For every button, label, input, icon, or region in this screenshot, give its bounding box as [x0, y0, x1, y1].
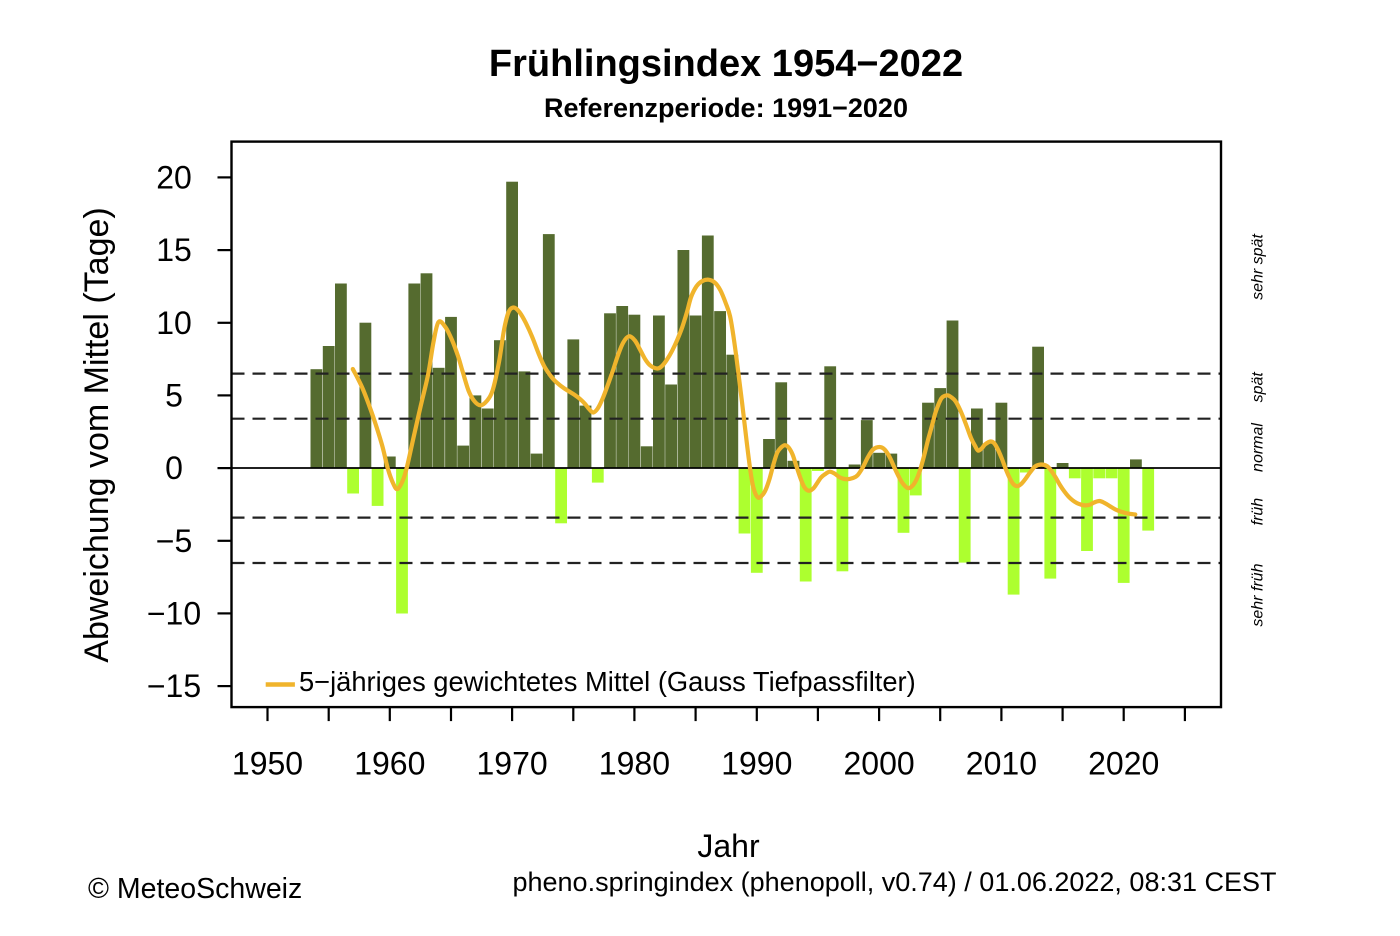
svg-text:15: 15 — [156, 232, 192, 268]
svg-text:20: 20 — [156, 159, 192, 195]
svg-text:sehr früh: sehr früh — [1249, 563, 1266, 626]
svg-text:−10: −10 — [147, 595, 201, 631]
svg-text:sehr spät: sehr spät — [1249, 234, 1266, 300]
svg-text:früh: früh — [1249, 498, 1266, 526]
svg-text:normal: normal — [1249, 423, 1266, 472]
svg-text:spät: spät — [1249, 372, 1266, 403]
svg-text:10: 10 — [156, 305, 192, 341]
svg-text:1980: 1980 — [599, 746, 670, 782]
svg-text:2020: 2020 — [1088, 746, 1159, 782]
svg-text:0: 0 — [165, 450, 183, 486]
svg-text:1990: 1990 — [721, 746, 792, 782]
svg-text:Jahr: Jahr — [697, 828, 760, 864]
svg-text:© MeteoSchweiz: © MeteoSchweiz — [88, 873, 302, 905]
svg-text:1950: 1950 — [232, 746, 303, 782]
svg-text:−15: −15 — [147, 668, 201, 704]
svg-text:2000: 2000 — [844, 746, 915, 782]
svg-text:Abweichung vom Mittel (Tage): Abweichung vom Mittel (Tage) — [78, 207, 116, 662]
svg-text:−5: −5 — [156, 523, 192, 559]
svg-text:5−jähriges gewichtetes Mittel: 5−jähriges gewichtetes Mittel (Gauss Tie… — [299, 666, 916, 697]
svg-text:Referenzperiode: 1991−2020: Referenzperiode: 1991−2020 — [544, 93, 908, 123]
svg-text:Frühlingsindex 1954−2022: Frühlingsindex 1954−2022 — [489, 43, 963, 85]
svg-text:1960: 1960 — [354, 746, 425, 782]
svg-text:1970: 1970 — [477, 746, 548, 782]
svg-text:2010: 2010 — [966, 746, 1037, 782]
svg-text:pheno.springindex (phenopoll,: pheno.springindex (phenopoll, v0.74) / 0… — [512, 867, 1276, 897]
svg-text:5: 5 — [165, 377, 183, 413]
